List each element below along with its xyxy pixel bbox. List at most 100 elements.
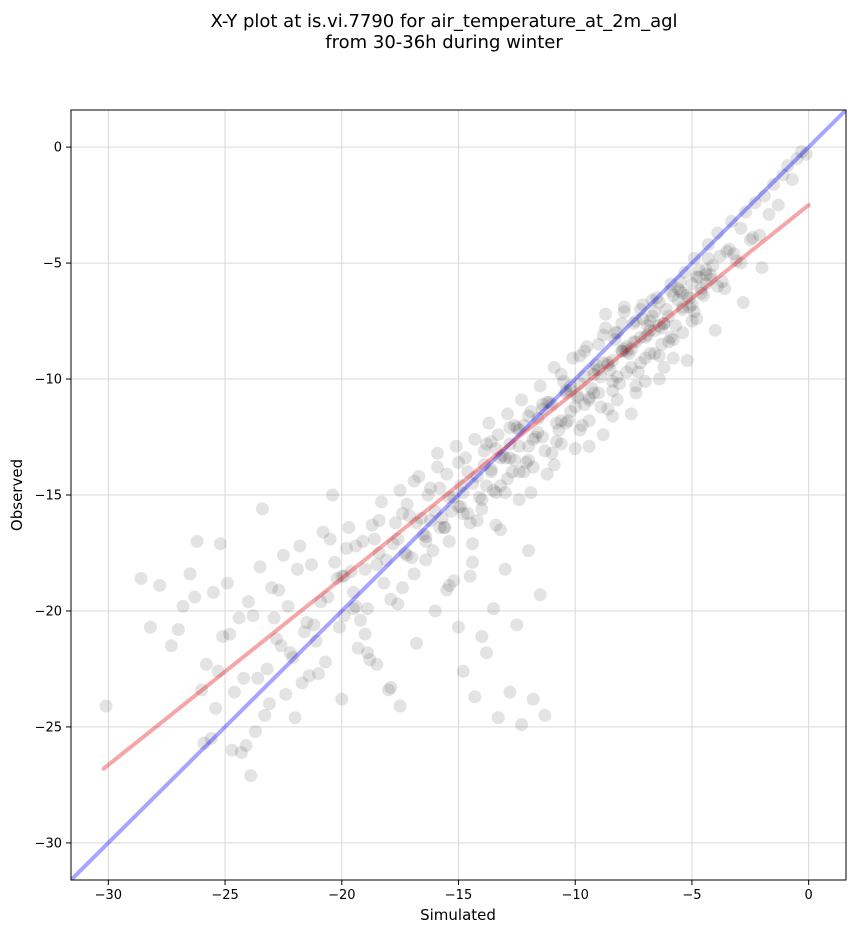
scatter-point: [610, 370, 624, 384]
scatter-point: [171, 623, 185, 637]
scatter-point: [666, 333, 680, 347]
scatter-point: [781, 159, 795, 173]
scatter-point: [587, 367, 601, 381]
scatter-point: [601, 358, 615, 372]
scatter-point: [559, 416, 573, 430]
scatter-point: [697, 289, 711, 303]
scatter-point: [601, 402, 615, 416]
scatter-point: [610, 393, 624, 407]
scatter-point: [501, 472, 515, 486]
scatter-point: [288, 711, 302, 725]
scatter-point: [484, 435, 498, 449]
scatter-point: [423, 481, 437, 495]
y-tick-label: 0: [54, 141, 62, 156]
scatter-point: [225, 743, 239, 757]
scatter-point: [536, 430, 550, 444]
scatter-point: [487, 483, 501, 497]
scatter-point: [550, 416, 564, 430]
scatter-point: [585, 381, 599, 395]
scatter-point: [381, 683, 395, 697]
scatter-point: [395, 581, 409, 595]
scatter-point: [447, 490, 461, 504]
scatter-point: [395, 507, 409, 521]
scatter-point: [550, 435, 564, 449]
scatter-point: [753, 228, 767, 242]
scatter-point: [269, 632, 283, 646]
scatter-point: [433, 520, 447, 534]
scatter-point: [437, 520, 451, 534]
scatter-point: [216, 629, 230, 643]
scatter-point: [711, 279, 725, 293]
scatter-point: [330, 571, 344, 585]
scatter-point: [494, 451, 508, 465]
scatter-point: [477, 444, 491, 458]
scatter-point: [790, 152, 804, 166]
scatter-point: [531, 411, 545, 425]
scatter-point: [627, 316, 641, 330]
scatter-point: [248, 725, 262, 739]
scatter-point: [704, 268, 718, 282]
scatter-point: [442, 490, 456, 504]
scatter-point: [470, 469, 484, 483]
scatter-point: [713, 249, 727, 263]
scatter-point: [223, 627, 237, 641]
scatter-point: [524, 405, 538, 419]
scatter-point: [491, 711, 505, 725]
scatter-point: [582, 393, 596, 407]
scatter-point: [657, 360, 671, 374]
scatter-point: [629, 314, 643, 328]
scatter-point: [673, 275, 687, 289]
scatter-point: [239, 738, 253, 752]
scatter-point: [370, 657, 384, 671]
scatter-point: [529, 430, 543, 444]
scatter-point: [498, 486, 512, 500]
x-axis-label: Simulated: [420, 906, 496, 924]
scatter-point: [704, 272, 718, 286]
scatter-point: [739, 205, 753, 219]
scatter-point: [468, 690, 482, 704]
scatter-point: [279, 687, 293, 701]
scatter-point: [561, 414, 575, 428]
scatter-point: [573, 349, 587, 363]
scatter-point: [188, 590, 202, 604]
scatter-point: [617, 342, 631, 356]
scatter-point: [515, 393, 529, 407]
scatter-point: [286, 650, 300, 664]
scatter-point: [449, 439, 463, 453]
scatter-point: [643, 314, 657, 328]
scatter-point: [325, 488, 339, 502]
scatter-point: [466, 476, 480, 490]
scatter-point: [725, 214, 739, 228]
scatter-point: [360, 602, 374, 616]
scatter-point: [634, 330, 648, 344]
scatter-point: [360, 646, 374, 660]
scatter-point: [615, 316, 629, 330]
scatter-point: [370, 558, 384, 572]
scatter-point: [683, 300, 697, 314]
scatter-point: [265, 581, 279, 595]
scatter-point: [204, 732, 218, 746]
scatter-point: [543, 395, 557, 409]
scatter-point: [669, 319, 683, 333]
scatter-point: [636, 298, 650, 312]
scatter-point: [391, 532, 405, 546]
scatter-point: [655, 321, 669, 335]
scatter-point: [302, 669, 316, 683]
scatter-point: [648, 347, 662, 361]
scatter-point: [430, 460, 444, 474]
grid-lines: [71, 110, 846, 880]
scatter-point: [353, 613, 367, 627]
scatter-point: [442, 578, 456, 592]
scatter-point: [335, 569, 349, 583]
scatter-point: [400, 497, 414, 511]
scatter-point: [624, 407, 638, 421]
scatter-point: [568, 400, 582, 414]
scatter-point: [545, 446, 559, 460]
scatter-point: [582, 439, 596, 453]
scatter-point: [99, 699, 113, 713]
scatter-point: [547, 458, 561, 472]
scatter-point: [430, 446, 444, 460]
scatter-point: [643, 323, 657, 337]
scatter-point: [452, 500, 465, 514]
scatter-point: [195, 683, 209, 697]
